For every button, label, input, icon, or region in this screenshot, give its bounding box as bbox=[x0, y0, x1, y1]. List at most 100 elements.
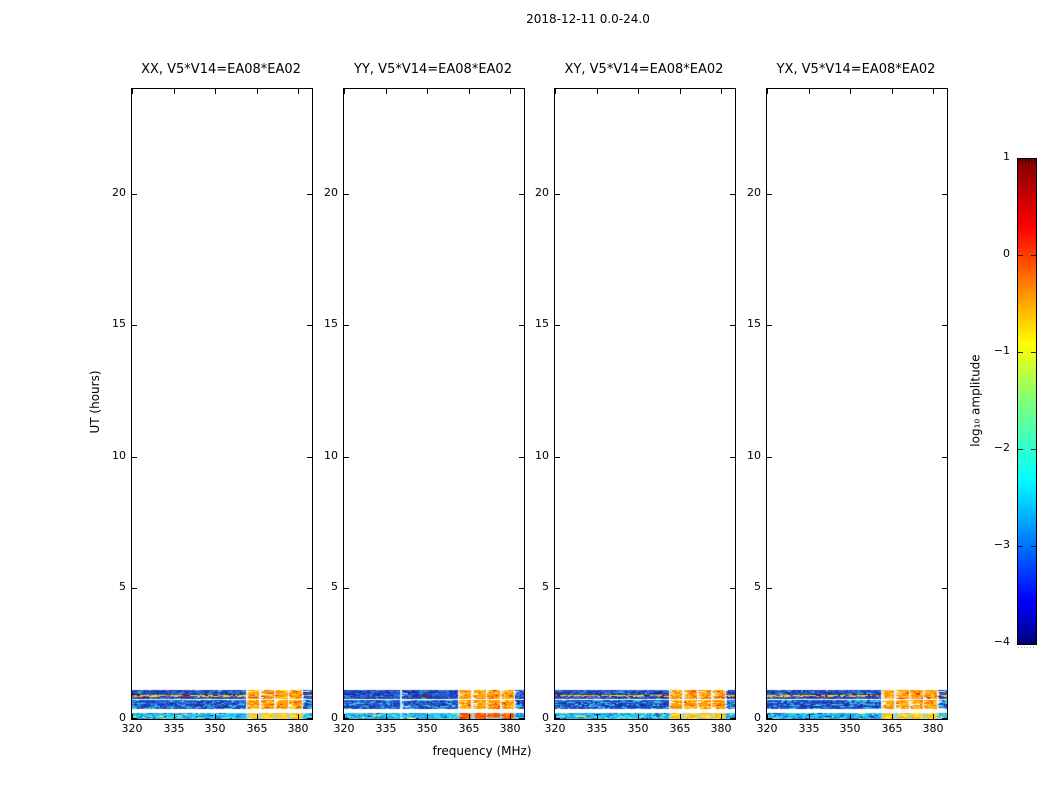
y-tick-mark bbox=[132, 588, 137, 589]
y-tick-mark bbox=[767, 194, 772, 195]
panel-title-xy: XY, V5*V14=EA08*EA02 bbox=[564, 62, 724, 77]
y-tick-mark bbox=[132, 718, 137, 719]
y-tick-mark bbox=[730, 325, 735, 326]
x-tick-mark bbox=[132, 714, 133, 719]
y-tick-mark bbox=[555, 457, 560, 458]
colorbar-tick-label: −2 bbox=[993, 441, 1010, 454]
x-tick-label: 365 bbox=[669, 722, 691, 735]
x-tick-label: 380 bbox=[710, 722, 732, 735]
colorbar-bottom-comb bbox=[1031, 638, 1032, 642]
colorbar-tick-mark bbox=[1018, 352, 1023, 353]
panel-title-xx: XX, V5*V14=EA08*EA02 bbox=[141, 62, 301, 77]
colorbar-tick-mark bbox=[1031, 255, 1036, 256]
x-tick-mark bbox=[850, 89, 851, 94]
x-tick-mark bbox=[427, 89, 428, 94]
colorbar-bottom-dots bbox=[1021, 647, 1022, 648]
colorbar-tick-mark bbox=[1031, 449, 1036, 450]
x-tick-mark bbox=[809, 89, 810, 94]
x-tick-label: 380 bbox=[499, 722, 521, 735]
spectrogram-canvas-xx bbox=[132, 89, 312, 719]
panel-title-yy: YY, V5*V14=EA08*EA02 bbox=[354, 62, 512, 77]
x-tick-label: 365 bbox=[458, 722, 480, 735]
x-tick-label: 350 bbox=[204, 722, 226, 735]
colorbar-top-comb bbox=[1028, 159, 1029, 163]
x-tick-mark bbox=[597, 714, 598, 719]
y-tick-mark bbox=[344, 194, 349, 195]
x-tick-mark bbox=[892, 714, 893, 719]
x-tick-mark bbox=[386, 714, 387, 719]
y-tick-mark bbox=[519, 588, 524, 589]
x-tick-mark bbox=[174, 714, 175, 719]
y-tick-mark bbox=[730, 718, 735, 719]
y-tick-label: 20 bbox=[535, 186, 549, 199]
y-tick-mark bbox=[555, 718, 560, 719]
y-tick-mark bbox=[307, 194, 312, 195]
y-tick-label: 15 bbox=[324, 317, 338, 330]
x-tick-label: 380 bbox=[922, 722, 944, 735]
y-tick-label: 20 bbox=[747, 186, 761, 199]
colorbar-top-comb bbox=[1022, 159, 1023, 163]
colorbar-tick-mark bbox=[1018, 255, 1023, 256]
x-tick-mark bbox=[555, 89, 556, 94]
y-tick-mark bbox=[344, 325, 349, 326]
x-tick-mark bbox=[721, 89, 722, 94]
x-tick-mark bbox=[257, 714, 258, 719]
figure-title: 2018-12-11 0.0-24.0 bbox=[526, 12, 650, 26]
y-tick-mark bbox=[519, 325, 524, 326]
y-tick-mark bbox=[767, 325, 772, 326]
colorbar-bottom-dots bbox=[1027, 647, 1028, 648]
y-tick-mark bbox=[132, 194, 137, 195]
y-tick-mark bbox=[942, 194, 947, 195]
y-tick-mark bbox=[942, 457, 947, 458]
x-tick-mark bbox=[298, 89, 299, 94]
x-tick-label: 335 bbox=[798, 722, 820, 735]
y-tick-label: 5 bbox=[331, 580, 338, 593]
x-tick-mark bbox=[174, 89, 175, 94]
y-tick-label: 0 bbox=[331, 711, 338, 724]
x-tick-label: 320 bbox=[333, 722, 355, 735]
x-tick-label: 350 bbox=[839, 722, 861, 735]
x-tick-mark bbox=[257, 89, 258, 94]
y-tick-mark bbox=[307, 588, 312, 589]
y-tick-mark bbox=[307, 457, 312, 458]
colorbar-tick-label: −4 bbox=[993, 635, 1010, 648]
colorbar-bottom-dots bbox=[1030, 647, 1031, 648]
x-tick-mark bbox=[638, 714, 639, 719]
x-tick-label: 365 bbox=[881, 722, 903, 735]
x-tick-label: 380 bbox=[287, 722, 309, 735]
spectrogram-canvas-xy bbox=[555, 89, 735, 719]
x-axis-label: frequency (MHz) bbox=[432, 744, 532, 758]
y-tick-mark bbox=[942, 325, 947, 326]
x-tick-label: 320 bbox=[544, 722, 566, 735]
y-tick-mark bbox=[555, 194, 560, 195]
y-tick-mark bbox=[519, 457, 524, 458]
x-tick-label: 350 bbox=[416, 722, 438, 735]
x-tick-mark bbox=[680, 89, 681, 94]
x-tick-mark bbox=[469, 89, 470, 94]
x-tick-label: 335 bbox=[375, 722, 397, 735]
spectrogram-canvas-yx bbox=[767, 89, 947, 719]
spectrogram-panel-yx bbox=[766, 88, 948, 720]
y-tick-label: 20 bbox=[112, 186, 126, 199]
spectrogram-panel-yy bbox=[343, 88, 525, 720]
colorbar-bottom-dots bbox=[1033, 647, 1034, 648]
y-tick-label: 15 bbox=[112, 317, 126, 330]
y-tick-mark bbox=[344, 588, 349, 589]
colorbar-top-comb bbox=[1034, 159, 1035, 163]
spectrogram-panel-xx bbox=[131, 88, 313, 720]
y-tick-mark bbox=[942, 718, 947, 719]
colorbar-tick-mark bbox=[1018, 449, 1023, 450]
spectrogram-canvas-yy bbox=[344, 89, 524, 719]
y-tick-label: 0 bbox=[542, 711, 549, 724]
y-tick-mark bbox=[307, 325, 312, 326]
colorbar-top-comb bbox=[1031, 159, 1032, 163]
colorbar-tick-label: −1 bbox=[993, 344, 1010, 357]
panel-title-yx: YX, V5*V14=EA08*EA02 bbox=[776, 62, 936, 77]
colorbar-tick-label: 1 bbox=[1003, 150, 1010, 163]
y-tick-mark bbox=[307, 718, 312, 719]
x-tick-mark bbox=[427, 714, 428, 719]
y-tick-mark bbox=[730, 457, 735, 458]
y-tick-label: 15 bbox=[535, 317, 549, 330]
x-tick-mark bbox=[767, 89, 768, 94]
colorbar-tick-mark bbox=[1031, 352, 1036, 353]
